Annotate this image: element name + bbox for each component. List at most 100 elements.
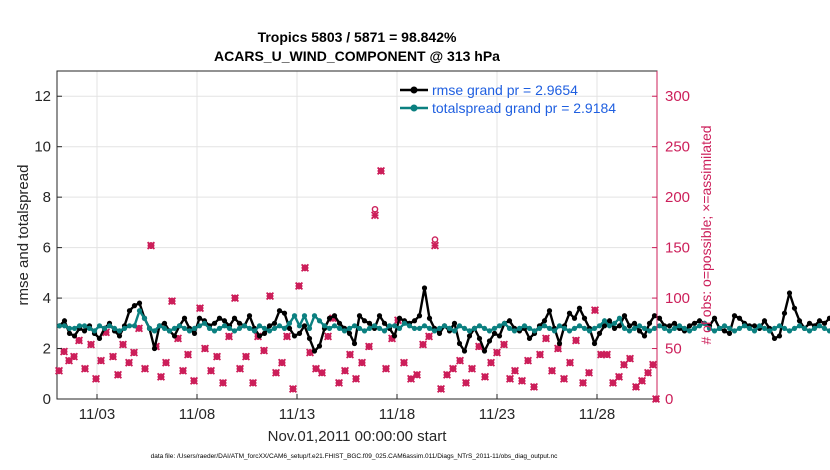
rmse-point: [311, 348, 318, 354]
totalspread-point: [221, 323, 228, 329]
obs-assimilated-marker: [547, 366, 557, 375]
totalspread-point: [666, 328, 673, 334]
plot-frame: [56, 70, 658, 400]
obs-assimilated-marker: [492, 348, 502, 357]
rmse-point: [161, 320, 168, 326]
totalspread-point: [596, 323, 603, 329]
totalspread-point: [81, 323, 88, 329]
obs-assimilated-marker: [578, 378, 588, 387]
obs-assimilated-marker: [113, 370, 123, 379]
obs-assimilated-marker: [436, 384, 446, 393]
totalspread-point: [761, 325, 768, 331]
totalspread-point: [216, 325, 223, 331]
totalspread-point: [641, 325, 648, 331]
obs-assimilated-marker: [340, 366, 350, 375]
totalspread-point: [551, 328, 558, 334]
chart-title-line1: Tropics 5803 / 5871 = 98.842%: [258, 29, 457, 45]
rmse-point: [466, 333, 473, 339]
totalspread-point: [491, 325, 498, 331]
rmse-point: [416, 313, 423, 319]
obs-assimilated-marker: [541, 334, 551, 343]
totalspread-point: [611, 320, 618, 326]
totalspread-point: [56, 323, 63, 329]
totalspread-point: [811, 325, 818, 331]
totalspread-point: [786, 328, 793, 334]
obs-assimilated-marker: [167, 297, 177, 306]
obs-assimilated-marker: [189, 376, 199, 385]
rmse-point: [436, 330, 443, 336]
totalspread-point: [206, 325, 213, 331]
totalspread-point: [281, 325, 288, 331]
totalspread-point: [791, 325, 798, 331]
totalspread-point: [76, 323, 83, 329]
rmse-point: [326, 315, 333, 321]
totalspread-point: [461, 325, 468, 331]
rmse-point: [366, 320, 373, 326]
obs-assimilated-marker: [294, 281, 304, 291]
y-axis-right-label: # of obs: o=possible; ×=assimilated: [698, 125, 714, 344]
obs-assimilated-marker: [643, 368, 653, 377]
obs-assimilated-marker: [259, 346, 269, 355]
totalspread-point: [356, 325, 363, 331]
totalspread-point: [101, 325, 108, 331]
totalspread-point: [131, 323, 138, 329]
totalspread-point: [801, 325, 808, 331]
totalspread-point: [506, 325, 513, 331]
totalspread-point: [386, 323, 393, 329]
totalspread-point: [581, 325, 588, 331]
obs-assimilated-marker: [608, 378, 618, 387]
totalspread-point: [546, 325, 553, 331]
totalspread-point: [736, 325, 743, 331]
obs-assimilated-marker: [461, 378, 471, 387]
obs-assimilated-marker: [399, 358, 409, 367]
totalspread-point: [806, 328, 813, 334]
obs-assimilated-marker: [602, 350, 612, 359]
rmse-point: [411, 318, 418, 324]
totalspread-point: [796, 323, 803, 329]
rmse-point: [96, 335, 103, 342]
obs-count-layer: [54, 166, 661, 404]
totalspread-point: [776, 323, 783, 329]
rmse-point: [221, 318, 228, 324]
rmse-point: [491, 330, 498, 336]
totalspread-point: [716, 325, 723, 331]
totalspread-point: [256, 323, 263, 329]
totalspread-point: [726, 325, 733, 331]
obs-assimilated-marker: [648, 360, 658, 369]
rmse-point: [426, 315, 433, 321]
rmse-point: [631, 320, 638, 326]
totalspread-point: [566, 328, 573, 334]
rmse-point: [486, 338, 493, 344]
legend-totalspread-label: totalspread grand pr = 2.9184: [432, 100, 616, 116]
rmse-point: [66, 330, 73, 336]
totalspread-point: [586, 328, 593, 334]
y-left-tick-label: 10: [34, 139, 51, 156]
totalspread-point: [71, 325, 78, 331]
rmse-point: [81, 328, 88, 334]
rmse-point: [726, 330, 733, 336]
obs-assimilated-marker: [631, 382, 641, 391]
obs-assimilated-marker: [129, 348, 139, 357]
obs-assimilated-marker: [91, 374, 101, 383]
rmse-point: [506, 318, 513, 324]
totalspread-point: [181, 325, 188, 331]
obs-assimilated-marker: [370, 211, 380, 220]
totalspread-point: [171, 325, 178, 331]
obs-assimilated-marker: [553, 344, 563, 353]
totalspread-point: [561, 325, 568, 331]
rmse-point: [131, 303, 138, 309]
totalspread-point: [661, 325, 668, 331]
rmse-point: [351, 340, 358, 347]
rmse-point: [271, 320, 278, 326]
totalspread-point: [721, 323, 728, 329]
rmse-point: [646, 320, 653, 326]
rmse-point: [381, 320, 388, 326]
totalspread-point: [201, 320, 208, 326]
obs-assimilated-marker: [505, 374, 515, 383]
obs-assimilated-marker: [442, 370, 452, 379]
totalspread-point: [471, 325, 478, 331]
obs-assimilated-marker: [140, 364, 150, 373]
obs-assimilated-marker: [480, 372, 490, 381]
totalspread-point: [616, 315, 623, 321]
totalspread-point: [526, 325, 533, 331]
